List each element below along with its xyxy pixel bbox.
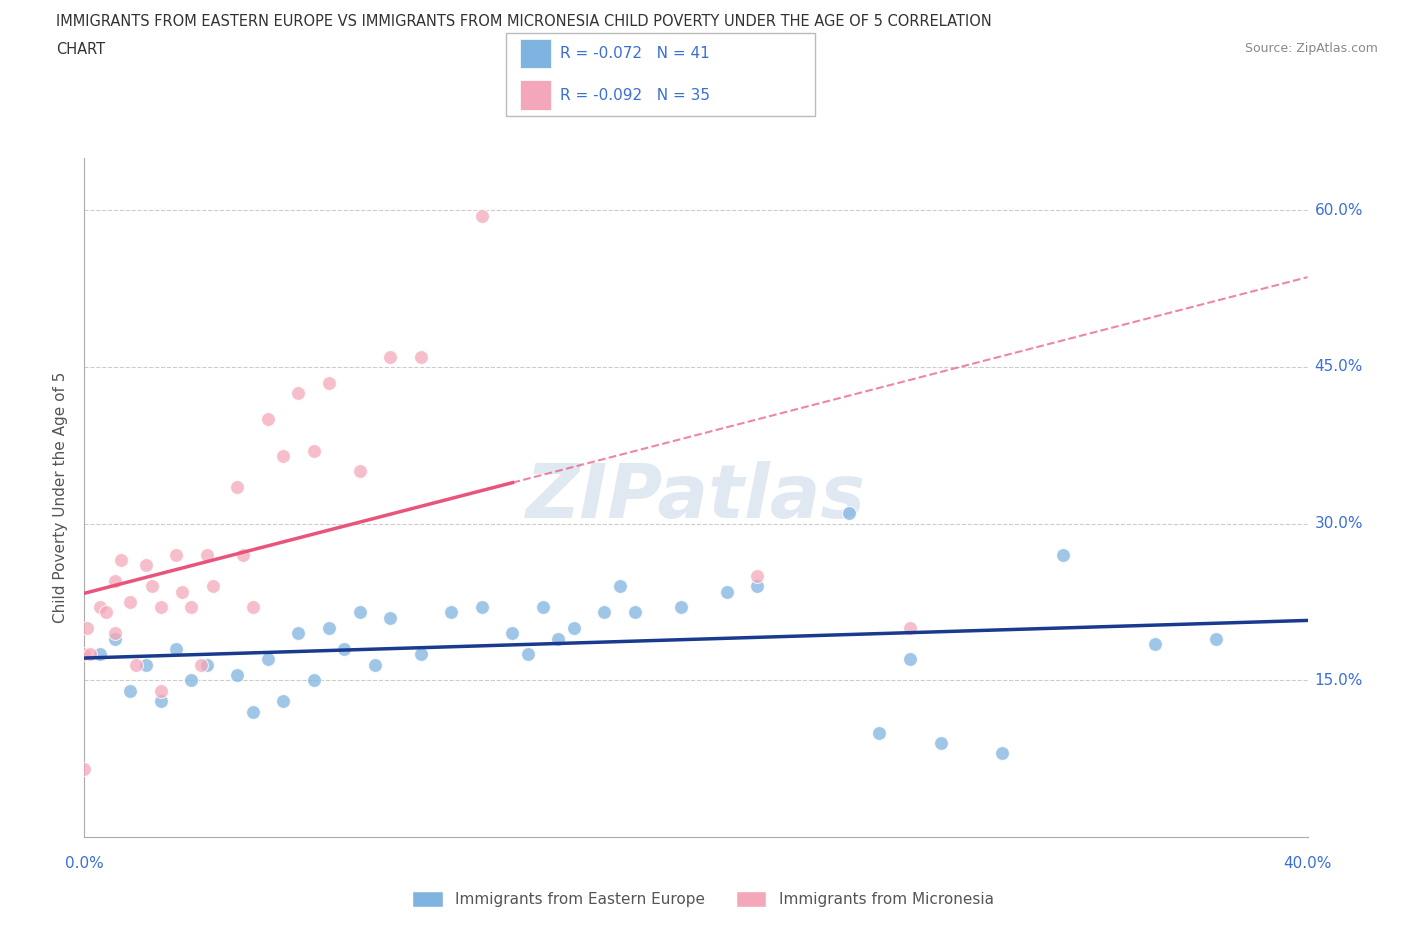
Point <box>349 605 371 620</box>
Point <box>609 578 631 593</box>
Point <box>502 626 524 641</box>
Point <box>440 605 463 620</box>
Text: 15.0%: 15.0% <box>1315 672 1362 688</box>
Point <box>76 620 98 635</box>
Point <box>380 349 402 364</box>
Point <box>747 568 769 583</box>
Point <box>318 620 340 635</box>
Point <box>89 646 111 661</box>
Point <box>257 412 280 427</box>
Point <box>120 594 142 609</box>
Point <box>593 605 616 620</box>
Legend: Immigrants from Eastern Europe, Immigrants from Micronesia: Immigrants from Eastern Europe, Immigran… <box>406 884 1000 913</box>
Text: CHART: CHART <box>56 42 105 57</box>
Y-axis label: Child Poverty Under the Age of 5: Child Poverty Under the Age of 5 <box>53 372 69 623</box>
Point <box>89 600 111 615</box>
Point <box>135 658 157 672</box>
Point <box>1143 636 1166 651</box>
Point <box>149 684 172 698</box>
Point <box>409 349 432 364</box>
Point <box>929 736 952 751</box>
Point <box>471 600 494 615</box>
Point <box>716 584 738 599</box>
Point <box>226 480 249 495</box>
Point <box>195 658 218 672</box>
Point <box>165 642 187 657</box>
Point <box>669 600 692 615</box>
Point <box>898 620 921 635</box>
Text: 30.0%: 30.0% <box>1315 516 1362 531</box>
Text: Source: ZipAtlas.com: Source: ZipAtlas.com <box>1244 42 1378 55</box>
Point <box>531 600 554 615</box>
Point <box>120 684 142 698</box>
Point <box>869 725 891 740</box>
Point <box>624 605 647 620</box>
Text: IMMIGRANTS FROM EASTERN EUROPE VS IMMIGRANTS FROM MICRONESIA CHILD POVERTY UNDER: IMMIGRANTS FROM EASTERN EUROPE VS IMMIGR… <box>56 14 993 29</box>
Text: ZIPatlas: ZIPatlas <box>526 461 866 534</box>
Point <box>471 208 494 223</box>
Point <box>226 668 249 683</box>
Point <box>180 673 202 688</box>
Point <box>1052 548 1074 563</box>
Point <box>747 578 769 593</box>
Point <box>562 620 585 635</box>
Point <box>516 646 538 661</box>
Point <box>104 626 127 641</box>
Point <box>125 658 148 672</box>
Point <box>302 673 325 688</box>
Point <box>79 646 101 661</box>
Point <box>73 646 96 661</box>
Point <box>149 694 172 709</box>
Point <box>380 610 402 625</box>
Point <box>110 552 132 567</box>
Point <box>94 605 117 620</box>
Point <box>149 600 172 615</box>
Point <box>242 600 264 615</box>
Point <box>271 448 294 463</box>
Point <box>1205 631 1227 646</box>
Point <box>271 694 294 709</box>
Point <box>232 548 254 563</box>
Point <box>333 642 356 657</box>
Point <box>547 631 569 646</box>
Point <box>257 652 280 667</box>
Point <box>104 574 127 589</box>
Point <box>190 658 212 672</box>
Point <box>287 386 309 401</box>
Point <box>409 646 432 661</box>
Point <box>104 631 127 646</box>
Text: R = -0.092   N = 35: R = -0.092 N = 35 <box>560 87 710 103</box>
Point <box>141 578 163 593</box>
Point <box>349 464 371 479</box>
Point <box>165 548 187 563</box>
Point <box>201 578 224 593</box>
Text: R = -0.072   N = 41: R = -0.072 N = 41 <box>560 46 710 61</box>
Point <box>135 558 157 573</box>
Point <box>242 704 264 719</box>
Point <box>838 506 860 521</box>
Point <box>195 548 218 563</box>
Text: 40.0%: 40.0% <box>1284 856 1331 870</box>
Point <box>180 600 202 615</box>
Text: 60.0%: 60.0% <box>1315 203 1362 218</box>
Point <box>287 626 309 641</box>
Point <box>302 443 325 458</box>
Point <box>318 375 340 390</box>
Text: 45.0%: 45.0% <box>1315 360 1362 375</box>
Point <box>172 584 194 599</box>
Point <box>898 652 921 667</box>
Point <box>364 658 387 672</box>
Text: 0.0%: 0.0% <box>65 856 104 870</box>
Point <box>73 762 96 777</box>
Point <box>991 746 1014 761</box>
